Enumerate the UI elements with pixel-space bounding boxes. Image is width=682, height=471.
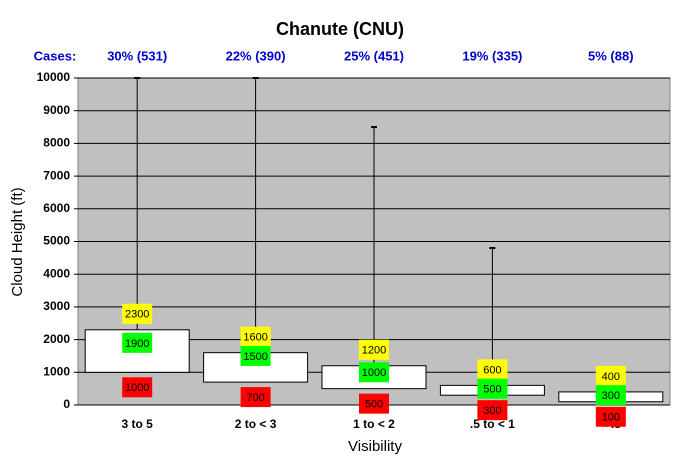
q1-label: 700: [246, 392, 264, 404]
y-tick-label: 10000: [37, 70, 71, 84]
q3-box: [359, 339, 389, 360]
q1-label: 100: [602, 412, 620, 424]
x-tick-label: 3 to 5: [122, 417, 154, 431]
q3-label: 1600: [243, 332, 267, 344]
median-label: 500: [483, 384, 501, 396]
chart-title: Chanute (CNU): [276, 19, 404, 39]
x-tick-label: .5 to < 1: [470, 417, 515, 431]
cases-value: 25% (451): [344, 48, 404, 63]
y-tick-label: 3000: [43, 299, 70, 313]
cases-value: 30% (531): [107, 48, 167, 63]
median-box: [240, 345, 271, 366]
y-tick-label: 1000: [43, 364, 70, 378]
q3-box: [595, 365, 626, 386]
q3-label: 400: [602, 371, 620, 383]
x-tick-label: 1 to < 2: [353, 417, 395, 431]
median-label: 1900: [125, 338, 149, 350]
median-label: 300: [602, 390, 620, 402]
q3-label: 600: [483, 364, 501, 376]
cases-value: 19% (335): [462, 48, 522, 63]
y-tick-label: 4000: [43, 266, 70, 280]
q3-label: 2300: [125, 309, 149, 321]
median-box: [477, 378, 508, 399]
q3-box: [477, 359, 508, 380]
q3-box: [240, 326, 271, 347]
median-box: [595, 385, 626, 406]
q1-label: 1000: [125, 382, 149, 394]
q1-label: 500: [365, 399, 383, 411]
cases-label: Cases:: [34, 48, 77, 63]
y-tick-label: 6000: [43, 201, 70, 215]
median-box: [359, 362, 389, 383]
q3-label: 1200: [362, 345, 386, 357]
x-tick-label: 2 to < 3: [235, 417, 277, 431]
q1-box: [240, 387, 271, 408]
y-tick-label: 7000: [43, 168, 70, 182]
median-label: 1000: [362, 367, 386, 379]
q3-box: [122, 303, 153, 324]
q1-box: [122, 377, 153, 398]
median-label: 1500: [243, 351, 267, 363]
q1-box: [595, 406, 626, 427]
cases-value: 5% (88): [588, 48, 634, 63]
q1-box: [477, 400, 508, 421]
y-tick-label: 2000: [43, 332, 70, 346]
q1-label: 300: [483, 405, 501, 417]
y-tick-label: 5000: [43, 234, 70, 248]
y-tick-label: 0: [63, 397, 70, 411]
y-tick-label: 9000: [43, 103, 70, 117]
y-tick-label: 8000: [43, 136, 70, 150]
x-axis-label: Visibility: [348, 438, 402, 455]
q1-box: [359, 393, 389, 414]
median-box: [122, 332, 153, 353]
y-axis-label: Cloud Height (ft): [9, 187, 26, 296]
cases-value: 22% (390): [226, 48, 286, 63]
